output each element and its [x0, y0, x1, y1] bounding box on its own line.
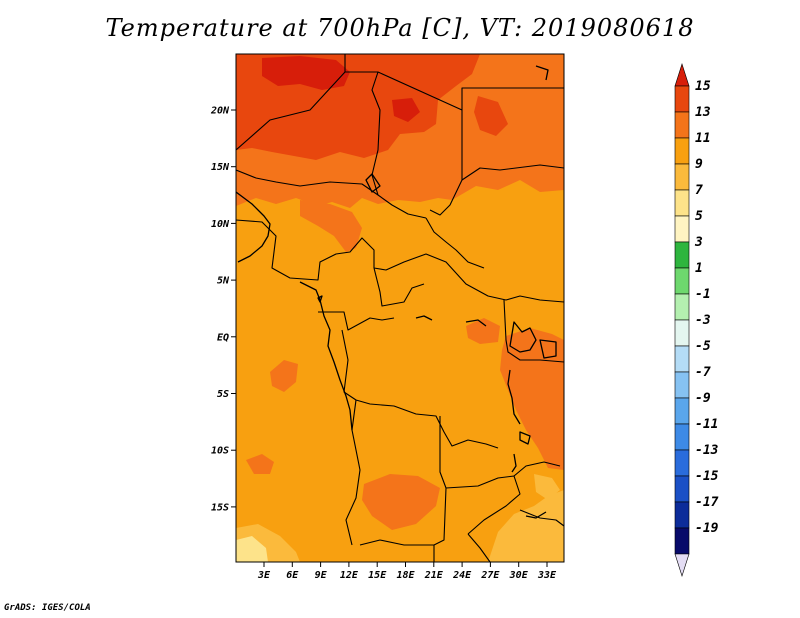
legend-swatch — [674, 137, 690, 165]
lon-label: 24E — [452, 570, 472, 581]
legend-swatch — [674, 423, 690, 451]
lon-label: 3E — [257, 570, 271, 581]
field-congo-patch — [466, 318, 500, 344]
legend-label: 15 — [695, 79, 711, 94]
legend-swatch — [674, 397, 690, 425]
temperature-map — [236, 54, 564, 562]
grads-credit: GrADS: IGES/COLA — [4, 603, 91, 613]
legend-label: -1 — [695, 287, 711, 302]
field-hottest-b — [392, 98, 420, 122]
field-hot-core-east — [474, 96, 508, 136]
lat-label: 15S — [211, 502, 229, 513]
lat-label: 5S — [217, 389, 229, 400]
legend-label: -15 — [695, 469, 719, 484]
lat-label: 5N — [217, 276, 230, 287]
legend-label: -5 — [695, 339, 711, 354]
legend-label: 3 — [694, 235, 703, 250]
legend-swatch — [674, 501, 690, 529]
field-west-tongue — [300, 200, 362, 252]
lat-label: EQ — [217, 332, 229, 343]
legend-swatch — [674, 293, 690, 321]
legend-label: 9 — [695, 157, 703, 172]
legend-label: -3 — [695, 313, 711, 328]
legend-label: 13 — [695, 105, 711, 120]
field-east-rift-warm — [500, 328, 564, 470]
lon-label: 6E — [286, 570, 299, 581]
color-legend: 15 13 11 9 7 5 3 1 -1 -3 -5 -7 -9 -11 -13 -15 -17 -19 — [674, 63, 719, 577]
legend-label: 1 — [695, 261, 703, 276]
legend-swatch — [674, 475, 690, 503]
lat-label: 15N — [211, 162, 230, 173]
lon-label: 12E — [340, 570, 359, 581]
field-angola-patch — [362, 474, 440, 530]
lon-label: 27E — [480, 570, 500, 581]
lat-label: 10S — [211, 446, 229, 457]
legend-swatch — [674, 345, 690, 373]
field-hottest-a — [262, 56, 350, 90]
field-se-cool-2 — [534, 474, 560, 500]
legend-swatch — [674, 163, 690, 191]
legend-bottom-arrow — [674, 553, 690, 577]
lon-label: 30E — [509, 570, 529, 581]
map-frame — [235, 53, 565, 563]
legend-label: -11 — [695, 417, 718, 432]
longitude-axis: 3E 6E 9E 12E 15E 18E 21E 24E 27E 30E 33E — [257, 562, 557, 581]
legend-label: -19 — [695, 521, 719, 536]
lon-label: 15E — [368, 570, 387, 581]
coastlines — [236, 65, 557, 519]
lat-label: 10N — [211, 219, 230, 230]
legend-label: 5 — [695, 209, 703, 224]
legend-swatch — [674, 449, 690, 477]
field-coolest — [236, 536, 268, 562]
legend-swatch — [674, 267, 690, 295]
legend-label: 11 — [695, 131, 711, 146]
lon-label: 9E — [315, 570, 328, 581]
field-gabon-patch — [270, 360, 298, 392]
legend-swatch — [674, 85, 690, 113]
legend-label: -17 — [695, 495, 719, 510]
legend-swatch — [674, 527, 690, 555]
lon-label: 18E — [396, 570, 415, 581]
legend-swatch — [674, 241, 690, 269]
legend-swatch — [674, 111, 690, 139]
legend-swatch — [674, 371, 690, 399]
legend-label: 7 — [695, 183, 703, 198]
legend-swatch — [674, 215, 690, 243]
page-title: Temperature at 700hPa [C], VT: 201908061… — [105, 14, 695, 42]
lon-label: 21E — [424, 570, 444, 581]
legend-label: -7 — [695, 365, 711, 380]
field-se-cool — [488, 490, 564, 562]
legend-label: -13 — [695, 443, 719, 458]
lon-label: 33E — [537, 570, 557, 581]
latitude-axis: 20N 15N 10N 5N EQ 5S 10S 15S — [210, 106, 236, 513]
legend-label: -9 — [695, 391, 711, 406]
legend-swatch — [674, 319, 690, 347]
lat-label: 20N — [210, 106, 230, 117]
legend-top-arrow — [674, 63, 690, 87]
legend-swatch — [674, 189, 690, 217]
field-sw-patch — [246, 454, 274, 474]
country-borders — [236, 54, 564, 562]
